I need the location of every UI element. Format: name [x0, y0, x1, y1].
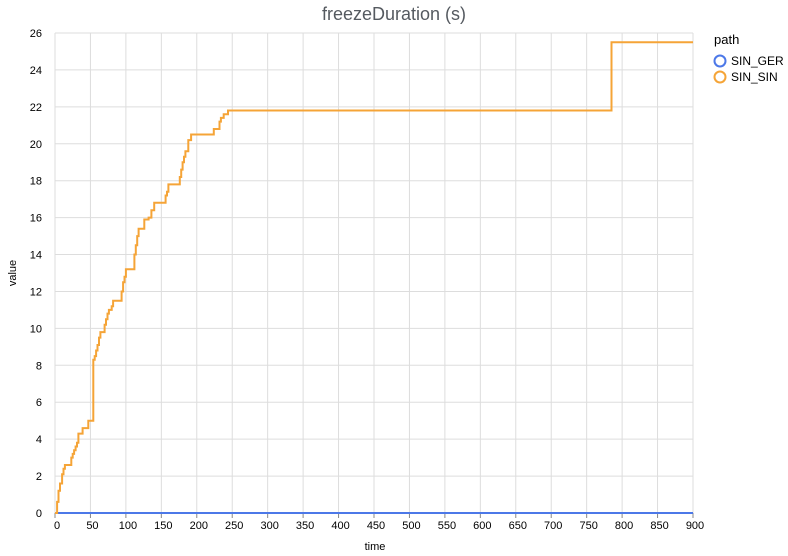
x-tick-label: 300	[260, 520, 278, 532]
x-tick-label: 100	[119, 520, 137, 532]
y-tick-label: 6	[36, 397, 42, 409]
grid	[54, 32, 694, 514]
x-tick-label: 450	[367, 520, 385, 532]
y-tick-label: 12	[30, 286, 42, 298]
x-tick-label: 500	[402, 520, 420, 532]
x-tick-label: 50	[86, 520, 98, 532]
legend: path SIN_GER SIN_SIN	[713, 32, 784, 84]
x-tick-label: 800	[615, 520, 633, 532]
x-axis-title: time	[365, 541, 386, 553]
x-tick-label: 650	[509, 520, 527, 532]
x-tick-label: 850	[650, 520, 668, 532]
y-tick-label: 2	[36, 471, 42, 483]
x-tick-label: 350	[296, 520, 314, 532]
x-tick-label: 250	[225, 520, 243, 532]
y-tick-label: 14	[30, 250, 42, 262]
y-tick-label: 8	[36, 360, 42, 372]
x-tick-label: 600	[473, 520, 491, 532]
legend-marker-sin-ger	[713, 54, 727, 68]
x-tick-label: 900	[686, 520, 704, 532]
x-tick-label: 750	[579, 520, 597, 532]
x-axis-ticks: 0 50 100 150 200 250 300 350 400 450 500 550 600 650 7…	[54, 513, 704, 532]
y-tick-label: 16	[30, 213, 42, 225]
y-tick-label: 0	[36, 508, 42, 520]
x-tick-label: 550	[438, 520, 456, 532]
y-tick-label: 20	[30, 139, 42, 151]
y-tick-label: 22	[30, 102, 42, 114]
legend-label: SIN_GER	[731, 54, 784, 68]
y-tick-label: 24	[30, 65, 42, 77]
series-line-sin-sin	[55, 41, 693, 514]
legend-label: SIN_SIN	[731, 70, 778, 84]
x-tick-label: 700	[544, 520, 562, 532]
x-tick-label: 400	[331, 520, 349, 532]
x-tick-label: 150	[154, 520, 172, 532]
legend-marker-sin-sin	[713, 70, 727, 84]
legend-title: path	[714, 32, 739, 47]
y-tick-label: 26	[30, 28, 42, 40]
y-tick-label: 18	[30, 176, 42, 188]
chart-title: freezeDuration (s)	[322, 4, 466, 24]
x-tick-label: 0	[54, 520, 60, 532]
y-axis-title: value	[7, 260, 19, 286]
y-tick-label: 10	[30, 323, 42, 335]
y-tick-label: 4	[36, 434, 42, 446]
x-tick-label: 200	[190, 520, 208, 532]
series-lines	[55, 41, 693, 514]
